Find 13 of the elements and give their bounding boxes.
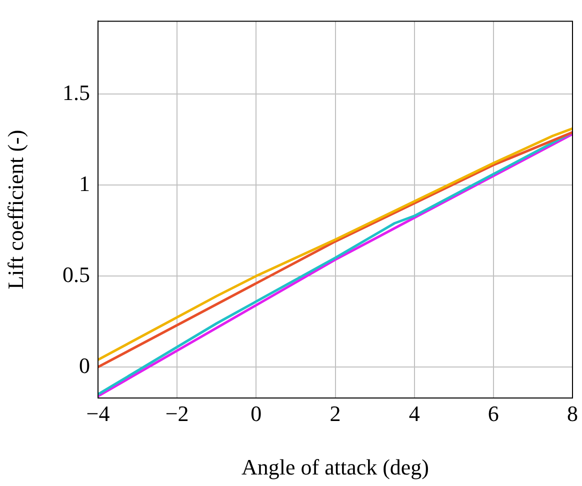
x-tick-label: 0 (250, 400, 262, 426)
x-tick-label: −4 (86, 400, 110, 426)
x-tick-label: 2 (330, 400, 341, 426)
x-tick-label: 6 (488, 400, 499, 426)
y-tick-label: 1 (79, 170, 90, 196)
x-tick-label: 4 (408, 400, 420, 426)
x-tick-label: −2 (165, 400, 189, 426)
y-axis-title: Lift coefficient (-) (2, 130, 28, 290)
x-axis-title: Angle of attack (deg) (241, 454, 430, 480)
y-tick-label: 0.5 (62, 262, 90, 287)
y-tick-label: 0 (79, 352, 90, 378)
y-tick-label: 1.5 (62, 80, 90, 105)
x-tick-label: 8 (567, 400, 578, 426)
